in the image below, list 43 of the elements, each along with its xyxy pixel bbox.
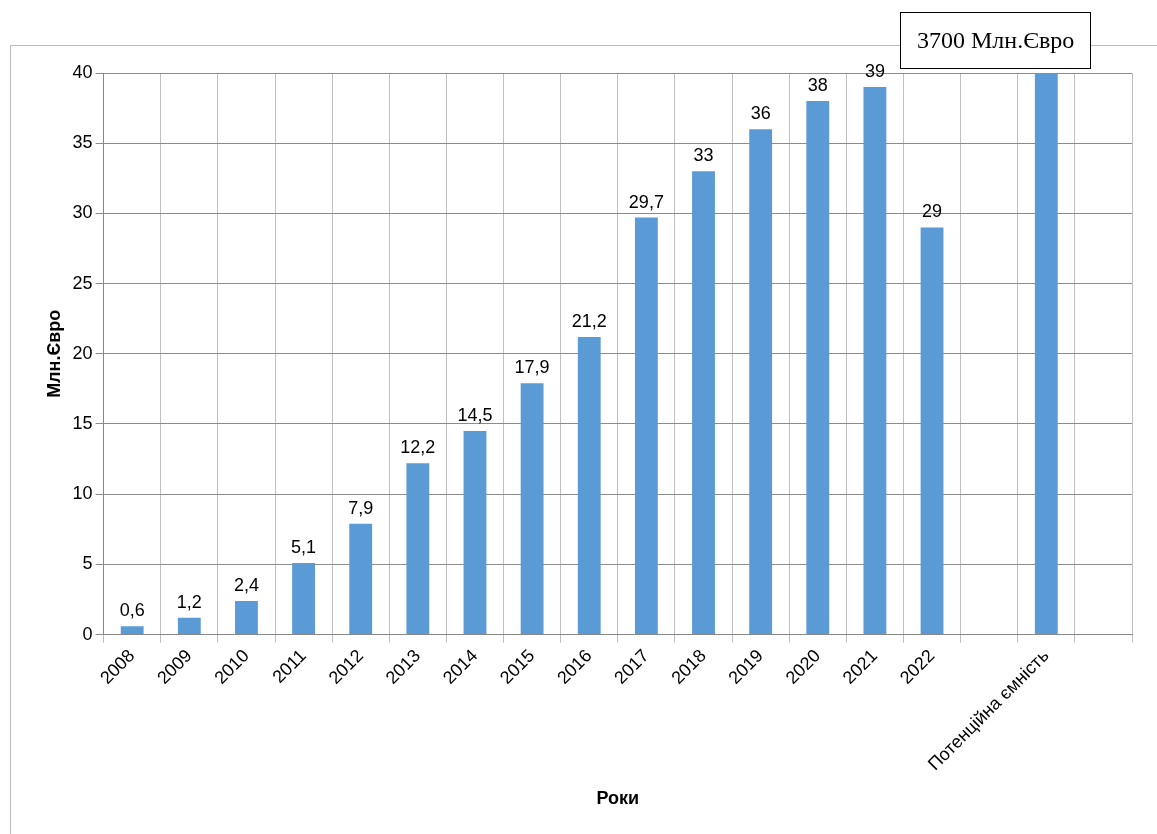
y-tick-label: 20 — [72, 342, 93, 363]
y-axis-title: Млн.Євро — [43, 309, 64, 398]
bar — [920, 227, 944, 635]
y-tick-label: 5 — [82, 553, 93, 574]
data-label: 29 — [922, 201, 943, 222]
data-label: 1,2 — [176, 591, 202, 612]
bar — [863, 87, 887, 635]
bar — [749, 129, 773, 635]
data-label: 14,5 — [457, 404, 493, 425]
x-axis-title: Роки — [596, 788, 640, 809]
bar — [634, 217, 658, 635]
text: 3700 Млн.Євро — [900, 12, 1092, 69]
y-tick-label: 25 — [72, 272, 93, 293]
bar — [520, 383, 544, 635]
data-label: 39 — [864, 61, 885, 82]
data-label: 5,1 — [291, 536, 317, 557]
data-label: 2,4 — [233, 574, 259, 595]
bar — [292, 562, 316, 635]
y-tick-label: 40 — [72, 61, 93, 82]
y-tick-label: 35 — [72, 132, 93, 153]
data-label: 7,9 — [348, 497, 374, 518]
data-label: 21,2 — [571, 310, 607, 331]
data-label: 36 — [750, 103, 771, 124]
bar — [463, 431, 487, 635]
y-tick-label: 0 — [82, 623, 93, 644]
bar — [577, 336, 601, 635]
data-label: 29,7 — [628, 191, 664, 212]
data-label: 17,9 — [514, 357, 550, 378]
bar — [235, 600, 258, 635]
data-label: 12,2 — [400, 437, 436, 458]
data-label: 0,6 — [119, 600, 145, 621]
y-tick-label: 15 — [72, 412, 93, 433]
bar — [806, 101, 830, 635]
data-label: 33 — [693, 145, 714, 166]
bar — [406, 463, 430, 635]
bar — [177, 617, 201, 635]
bar — [120, 626, 144, 635]
y-tick-label: 10 — [72, 483, 93, 504]
bar — [349, 523, 373, 635]
data-label: 38 — [807, 75, 828, 96]
bar — [1034, 73, 1058, 635]
y-tick-label: 30 — [72, 202, 93, 223]
bar — [692, 171, 715, 635]
